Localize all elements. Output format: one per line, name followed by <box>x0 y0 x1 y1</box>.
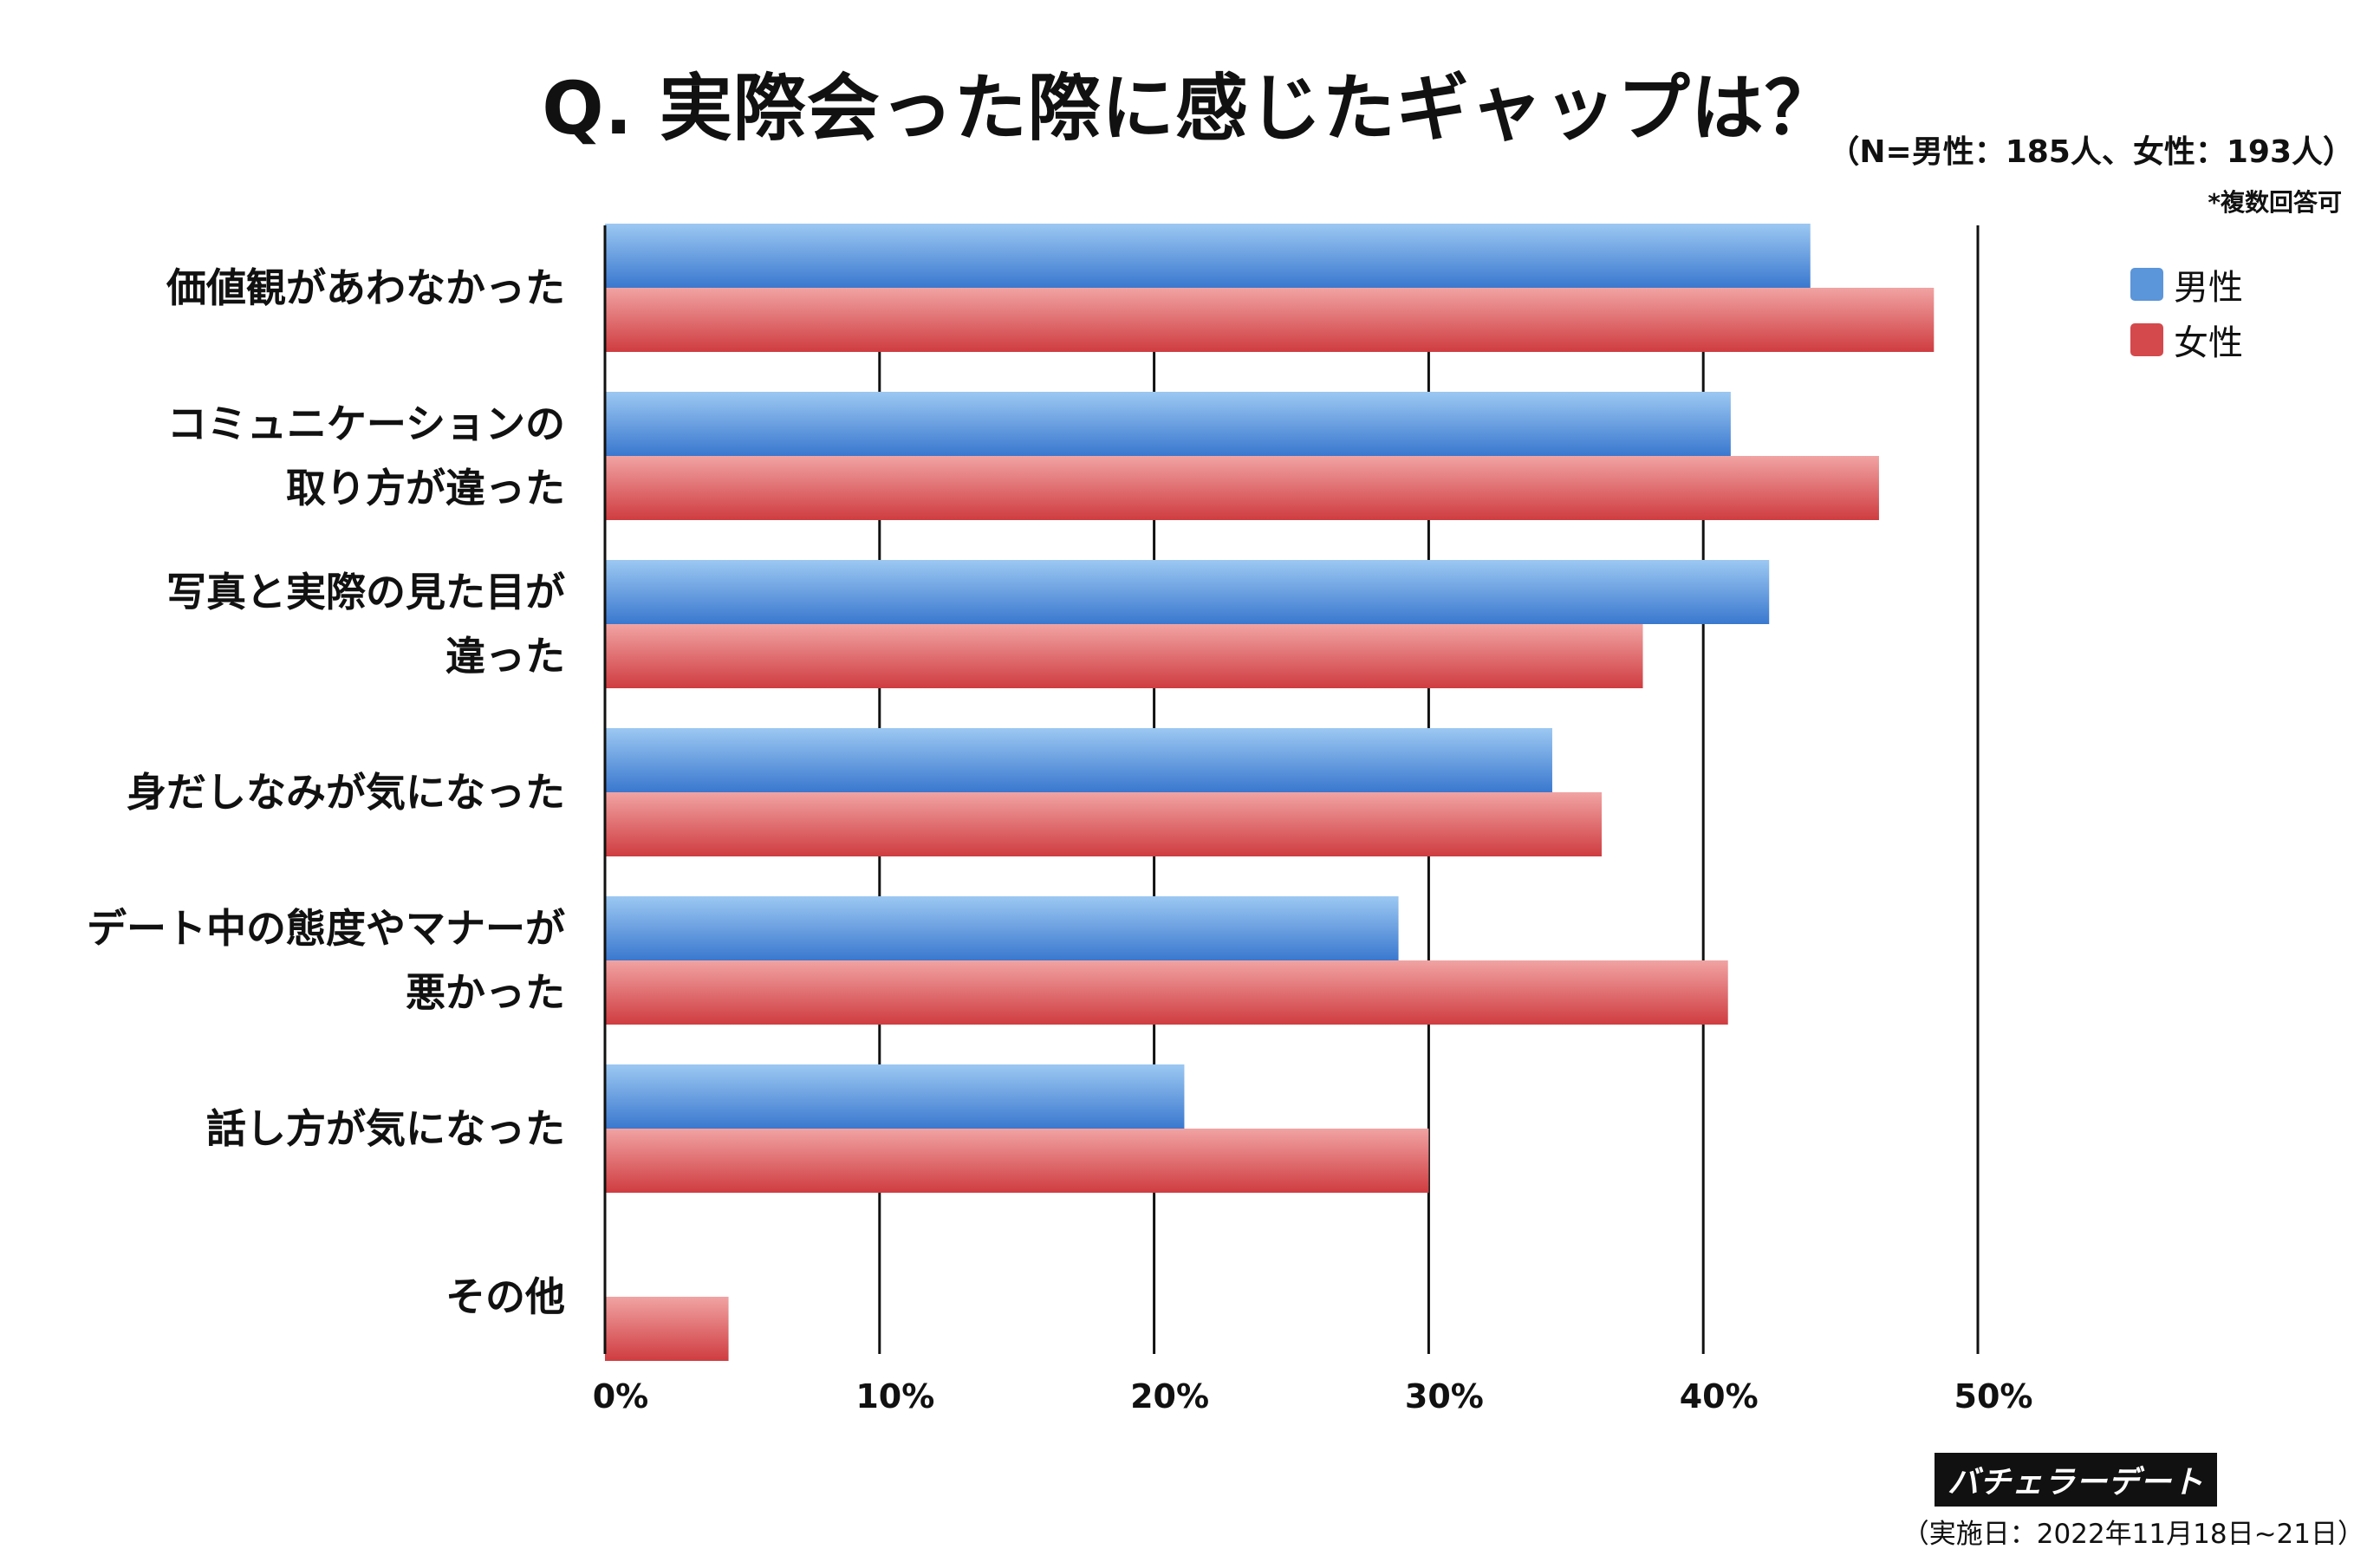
chart-title: Q. 実際会った際に感じたギャップは？ <box>542 66 1838 151</box>
bar-female-4 <box>605 960 1728 1025</box>
legend-label-female: 女性 <box>2174 323 2243 363</box>
bar-male-2 <box>605 560 1770 624</box>
category-label: その他 <box>445 1273 565 1320</box>
legend: 男性 女性 <box>2130 257 2243 368</box>
survey-date: （実施日：2022年11月18日~21日） <box>1902 1519 2364 1550</box>
x-tick-label: 30% <box>1405 1377 1484 1416</box>
bar-female-5 <box>605 1129 1429 1193</box>
category-label: 違った <box>445 633 565 680</box>
bar-male-4 <box>605 896 1399 960</box>
bars <box>605 224 1935 1361</box>
bar-female-2 <box>605 624 1643 688</box>
category-labels: 価値観があわなかったコミュニケーションの取り方が違った写真と実際の見た目が違った… <box>87 264 565 1320</box>
category-label: コミュニケーションの <box>167 400 565 447</box>
sample-size-note: （N=男性：185人、女性：193人） <box>1828 134 2354 170</box>
bar-male-5 <box>605 1064 1185 1129</box>
category-label: 取り方が違った <box>286 465 565 511</box>
x-tick-label: 0% <box>593 1377 649 1416</box>
bar-female-1 <box>605 456 1879 520</box>
legend-item-female: 女性 <box>2130 312 2243 368</box>
brand-logo: バチェラーデート <box>1935 1453 2217 1507</box>
category-label: 価値観があわなかった <box>166 264 565 311</box>
bar-male-3 <box>605 728 1552 792</box>
legend-label-male: 男性 <box>2174 268 2243 308</box>
category-label: 写真と実際の見た目が <box>166 569 565 615</box>
x-tick-label: 10% <box>855 1377 934 1416</box>
bar-female-6 <box>605 1297 729 1361</box>
category-label: デート中の態度やマナーが <box>87 905 565 952</box>
legend-swatch-male <box>2130 268 2163 301</box>
x-tick-label: 20% <box>1130 1377 1209 1416</box>
category-label: 話し方が気になった <box>206 1105 565 1152</box>
legend-item-male: 男性 <box>2130 257 2243 312</box>
x-tick-labels: 0% 10% 20% 30% 40% 50% <box>593 1377 2033 1416</box>
bar-female-3 <box>605 792 1602 856</box>
x-tick-label: 50% <box>1954 1377 2033 1416</box>
category-label: 悪かった <box>406 969 565 1016</box>
bar-male-1 <box>605 392 1731 456</box>
legend-swatch-female <box>2130 323 2163 356</box>
bar-female-0 <box>605 288 1935 352</box>
bar-male-0 <box>605 224 1811 288</box>
x-tick-label: 40% <box>1680 1377 1759 1416</box>
multiple-answer-note: *複数回答可 <box>2208 188 2342 217</box>
category-label: 身だしなみが気になった <box>127 769 565 816</box>
